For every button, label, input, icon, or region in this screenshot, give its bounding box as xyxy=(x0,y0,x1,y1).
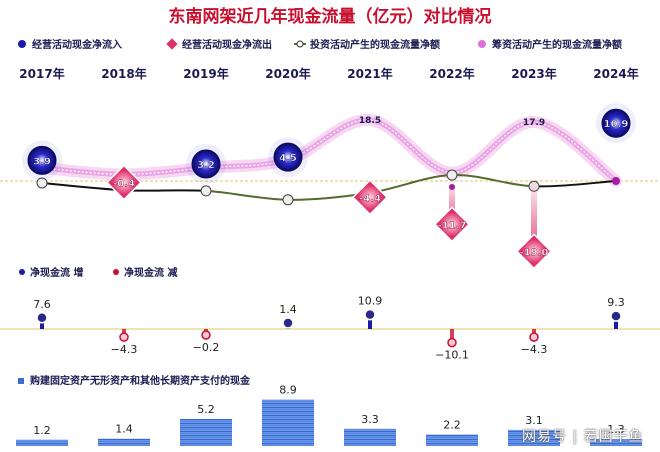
net-point xyxy=(282,317,294,329)
investing-point xyxy=(282,194,294,206)
capex-value-label: 1.2 xyxy=(33,424,51,437)
investing-segment xyxy=(205,189,289,201)
legend-dot-icon xyxy=(18,40,26,48)
capex-value-label: 8.9 xyxy=(279,384,297,397)
inflow-value-label: 3.9 xyxy=(33,156,51,167)
cashflow-line-chart: 18.5 17.9 3.9 -0.4 3.2 4.5 -4.4 -11.7 -19.0 10.9 xyxy=(0,103,660,270)
inflow-value-label: 10.9 xyxy=(604,119,629,130)
outflow-point xyxy=(433,206,471,243)
net-value-label: −4.3 xyxy=(521,343,548,356)
net-point xyxy=(119,332,129,342)
financing-point xyxy=(612,177,620,185)
capex-value-label: 5.2 xyxy=(197,403,215,416)
legend-label: 经营活动现金净流出 xyxy=(182,38,272,51)
net-stem xyxy=(614,316,618,329)
capex-value-label: 3.3 xyxy=(361,413,379,426)
legend-label: 投资活动产生的现金流量净额 xyxy=(310,38,440,51)
net-point xyxy=(610,310,622,322)
capex-bar xyxy=(508,429,560,446)
capex-bar-chart: 购建固定资产无形资产和其他长期资产支付的现金 1.2 1.4 5.2 8.9 3.3 2.2… xyxy=(16,374,642,446)
legend-label: 净现金流 减 xyxy=(124,266,177,279)
net-point xyxy=(364,308,376,321)
capex-bar xyxy=(180,418,232,446)
investing-point xyxy=(446,169,458,181)
legend-label: 经营活动现金净流入 xyxy=(32,38,122,51)
inflow-point xyxy=(27,145,57,175)
financing-line-dashes xyxy=(41,119,617,182)
year-label: 2024年 xyxy=(593,66,638,81)
year-label: 2018年 xyxy=(101,66,146,81)
investing-segment xyxy=(123,189,207,192)
year-label: 2022年 xyxy=(429,66,474,81)
net-value-label: 1.4 xyxy=(279,303,297,316)
outflow-stem xyxy=(449,181,455,225)
net-value-label: −0.2 xyxy=(193,341,220,354)
investing-segment xyxy=(533,180,617,188)
legend-label: 购建固定资产无形资产和其他长期资产支付的现金 xyxy=(30,374,251,387)
legend-dot-icon xyxy=(296,40,304,48)
financing-point xyxy=(449,184,455,190)
capex-bar xyxy=(262,399,314,446)
net-value-label: −4.3 xyxy=(111,343,138,356)
capex-bar xyxy=(98,438,150,446)
outflow-point xyxy=(351,179,389,216)
year-label: 2023年 xyxy=(511,66,556,81)
year-label: 2020年 xyxy=(265,66,310,81)
chart-title: 东南网架近几年现金流量（亿元）对比情况 xyxy=(169,6,492,27)
legend-dot-icon xyxy=(19,269,25,275)
capex-value-label: 1.3 xyxy=(607,423,625,436)
year-axis: 2017年 2018年 2019年 2020年 2021年 2022年 2023年 2024年 xyxy=(19,66,638,81)
legend-dot-icon xyxy=(478,40,486,48)
capex-value-label: 3.1 xyxy=(525,414,543,427)
investing-segment xyxy=(451,174,535,188)
net-stem xyxy=(368,314,372,329)
net-value-label: 7.6 xyxy=(33,298,51,311)
legend-square-icon xyxy=(18,378,24,384)
net-value-label: −10.1 xyxy=(435,349,469,362)
net-point xyxy=(201,330,211,340)
inflow-value-label: 4.5 xyxy=(279,153,297,164)
year-label: 2019年 xyxy=(183,66,228,81)
legend-label: 净现金流 增 xyxy=(30,266,83,279)
outflow-value-label: -19.0 xyxy=(520,247,549,258)
financing-value-label: 17.9 xyxy=(523,118,545,128)
capex-bar xyxy=(16,439,68,446)
outflow-value-label: -4.4 xyxy=(359,193,381,204)
net-point xyxy=(447,337,457,348)
inflow-point xyxy=(191,149,221,179)
capex-bar xyxy=(344,428,396,446)
capex-value-label: 1.4 xyxy=(115,423,133,436)
outflow-stem xyxy=(531,181,537,252)
investing-point xyxy=(36,177,48,189)
net-cash-change-chart: 净现金流 增 净现金流 减 7.6 −4.3 −0.2 1.4 10.9 −10.1 −4.3 9… xyxy=(0,266,660,362)
outflow-point xyxy=(105,164,143,201)
capex-bar xyxy=(590,439,642,446)
year-label: 2021年 xyxy=(347,66,392,81)
year-label: 2017年 xyxy=(19,66,64,81)
legend-dot-icon xyxy=(113,269,119,275)
capex-value-label: 2.2 xyxy=(443,419,461,432)
financing-value-label: 18.5 xyxy=(359,116,381,126)
investing-point xyxy=(200,185,212,197)
net-value-label: 10.9 xyxy=(358,295,383,308)
legend-label: 筹资活动产生的现金流量净额 xyxy=(492,38,622,51)
outflow-value-label: -11.7 xyxy=(438,220,467,231)
inflow-point xyxy=(601,108,631,138)
net-value-label: 9.3 xyxy=(607,296,625,309)
investing-segment xyxy=(369,174,453,194)
capex-bar xyxy=(426,434,478,446)
legend-diamond-icon xyxy=(166,38,178,50)
inflow-point xyxy=(273,142,303,172)
outflow-value-label: -0.4 xyxy=(113,178,135,189)
inflow-value-label: 3.2 xyxy=(197,160,215,171)
watermark: 网易号 | 若国干鱼 xyxy=(522,429,644,445)
net-point xyxy=(529,332,539,342)
net-stem xyxy=(450,329,454,343)
net-point xyxy=(36,312,48,324)
legend-top: 经营活动现金净流入 经营活动现金净流出 投资活动产生的现金流量净额 筹资活动产生的现金… xyxy=(18,38,622,51)
outflow-point xyxy=(515,233,553,270)
